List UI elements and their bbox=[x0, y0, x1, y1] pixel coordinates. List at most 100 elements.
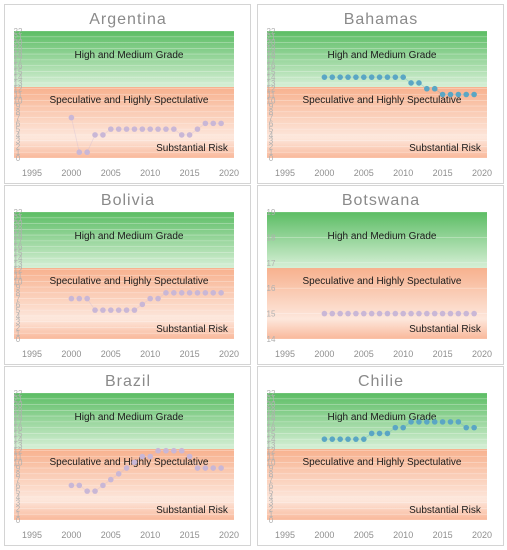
chart-title: Brazil bbox=[105, 373, 151, 390]
x-tick-label: 2010 bbox=[140, 530, 160, 540]
y-tick-label: 12 bbox=[14, 85, 23, 94]
chart-panel-bolivia: Bolivia 0 1 2 3 4 5 6 7 8 9 10 11 12 13 14 15 16 17 18 19 20 2… bbox=[4, 185, 251, 365]
x-tick-label: 2000 bbox=[61, 168, 81, 178]
band-label: Substantial Risk bbox=[409, 143, 482, 154]
y-tick-label: 16 bbox=[14, 424, 23, 433]
x-tick-label: 2015 bbox=[180, 530, 200, 540]
data-point bbox=[384, 430, 391, 437]
y-tick-label: 14 bbox=[14, 435, 23, 444]
data-point bbox=[108, 476, 114, 483]
y-tick-label: 8 bbox=[16, 108, 21, 117]
y-tick-label: 8 bbox=[16, 289, 21, 298]
band-substantial-risk bbox=[14, 138, 234, 158]
band-label: High and Medium Grade bbox=[328, 231, 437, 242]
data-point bbox=[345, 74, 351, 80]
y-tick-label: 5 bbox=[16, 306, 21, 315]
data-point bbox=[361, 436, 367, 442]
x-tick-label: 2020 bbox=[219, 530, 239, 540]
data-point bbox=[147, 453, 153, 460]
y-tick-label: 6 bbox=[16, 300, 21, 309]
y-tick-label: 17 bbox=[14, 418, 23, 427]
data-point bbox=[439, 310, 446, 317]
y-tick-label: 16 bbox=[14, 243, 23, 252]
band-high-medium-grade bbox=[14, 393, 234, 449]
data-point bbox=[431, 310, 438, 317]
band-label: Speculative and Highly Spectulative bbox=[50, 457, 209, 468]
y-tick-label: 7 bbox=[16, 114, 21, 123]
y-tick-label: 15 bbox=[14, 67, 23, 76]
band-speculative bbox=[14, 449, 234, 500]
data-point bbox=[131, 459, 138, 466]
y-tick-label: 14 bbox=[14, 254, 23, 263]
data-point bbox=[139, 453, 146, 460]
band-label: Substantial Risk bbox=[156, 505, 229, 516]
y-tick-label: 10 bbox=[14, 96, 23, 105]
x-tick-label: 2020 bbox=[472, 349, 492, 359]
y-tick-label: 7 bbox=[269, 114, 274, 123]
y-tick-label: 19 bbox=[267, 208, 276, 217]
data-point bbox=[186, 132, 193, 138]
x-tick-label: 2020 bbox=[472, 168, 492, 178]
x-tick-label: 2015 bbox=[433, 349, 453, 359]
band-label: Substantial Risk bbox=[156, 143, 229, 154]
y-tick-label: 4 bbox=[269, 493, 274, 502]
data-point bbox=[92, 132, 98, 138]
y-tick-label: 15 bbox=[267, 429, 276, 438]
y-tick-label: 17 bbox=[14, 237, 23, 246]
data-point bbox=[416, 80, 422, 86]
data-point bbox=[471, 310, 477, 317]
data-point bbox=[68, 295, 75, 302]
y-tick-label: 0 bbox=[269, 154, 274, 163]
y-tick-label: 21 bbox=[267, 33, 276, 42]
y-tick-label: 2 bbox=[269, 504, 274, 513]
data-point bbox=[408, 310, 414, 317]
x-tick-label: 2000 bbox=[314, 168, 334, 178]
y-tick-label: 0 bbox=[16, 154, 21, 163]
y-tick-label: 13 bbox=[14, 260, 23, 269]
data-point bbox=[321, 310, 328, 317]
data-point bbox=[210, 465, 217, 471]
y-tick-label: 18 bbox=[14, 50, 23, 59]
data-point bbox=[368, 310, 375, 317]
data-point bbox=[463, 91, 470, 98]
data-point bbox=[163, 290, 169, 296]
data-point bbox=[84, 295, 90, 302]
y-tick-label: 19 bbox=[267, 44, 276, 53]
y-tick-label: 6 bbox=[269, 481, 274, 490]
y-tick-label: 11 bbox=[14, 91, 23, 100]
x-tick-label: 2005 bbox=[101, 168, 121, 178]
y-tick-label: 13 bbox=[267, 441, 276, 450]
y-tick-label: 16 bbox=[267, 424, 276, 433]
y-tick-label: 15 bbox=[14, 429, 23, 438]
data-point bbox=[447, 91, 454, 98]
data-point bbox=[376, 74, 383, 80]
y-tick-label: 20 bbox=[267, 39, 276, 48]
y-tick-label: 13 bbox=[14, 79, 23, 88]
y-tick-label: 18 bbox=[14, 412, 23, 421]
y-tick-label: 19 bbox=[267, 406, 276, 415]
y-tick-label: 0 bbox=[16, 516, 21, 525]
data-point bbox=[171, 126, 177, 132]
data-point bbox=[178, 290, 185, 296]
band-high-medium-grade bbox=[267, 212, 487, 268]
y-tick-label: 14 bbox=[14, 73, 23, 82]
data-point bbox=[384, 74, 391, 80]
y-tick-label: 16 bbox=[267, 284, 276, 293]
chart-svg: Chilie0123456789101112131415161718192021… bbox=[267, 373, 492, 540]
data-point bbox=[218, 290, 224, 296]
y-tick-label: 9 bbox=[16, 283, 21, 292]
y-tick-label: 22 bbox=[267, 27, 276, 36]
y-tick-label: 20 bbox=[14, 401, 23, 410]
data-point bbox=[100, 307, 106, 313]
y-tick-label: 14 bbox=[267, 435, 276, 444]
data-point bbox=[471, 91, 477, 98]
chart-title: Bolivia bbox=[101, 192, 155, 209]
y-tick-label: 5 bbox=[16, 487, 21, 496]
data-point bbox=[76, 149, 83, 156]
data-point bbox=[337, 310, 343, 317]
data-point bbox=[163, 126, 169, 132]
data-point bbox=[329, 74, 336, 80]
chart-panel-bahamas: Bahamas 0 1 2 3 4 5 6 7 8 9 10 11 12 13 14 15 16 17 18 19 20 2… bbox=[257, 4, 504, 184]
y-tick-label: 4 bbox=[16, 312, 21, 321]
chart-panel-brazil: Brazil 0 1 2 3 4 5 6 7 8 9 10 11 12 13 14 15 16 17 18 19 20 21… bbox=[4, 366, 251, 546]
